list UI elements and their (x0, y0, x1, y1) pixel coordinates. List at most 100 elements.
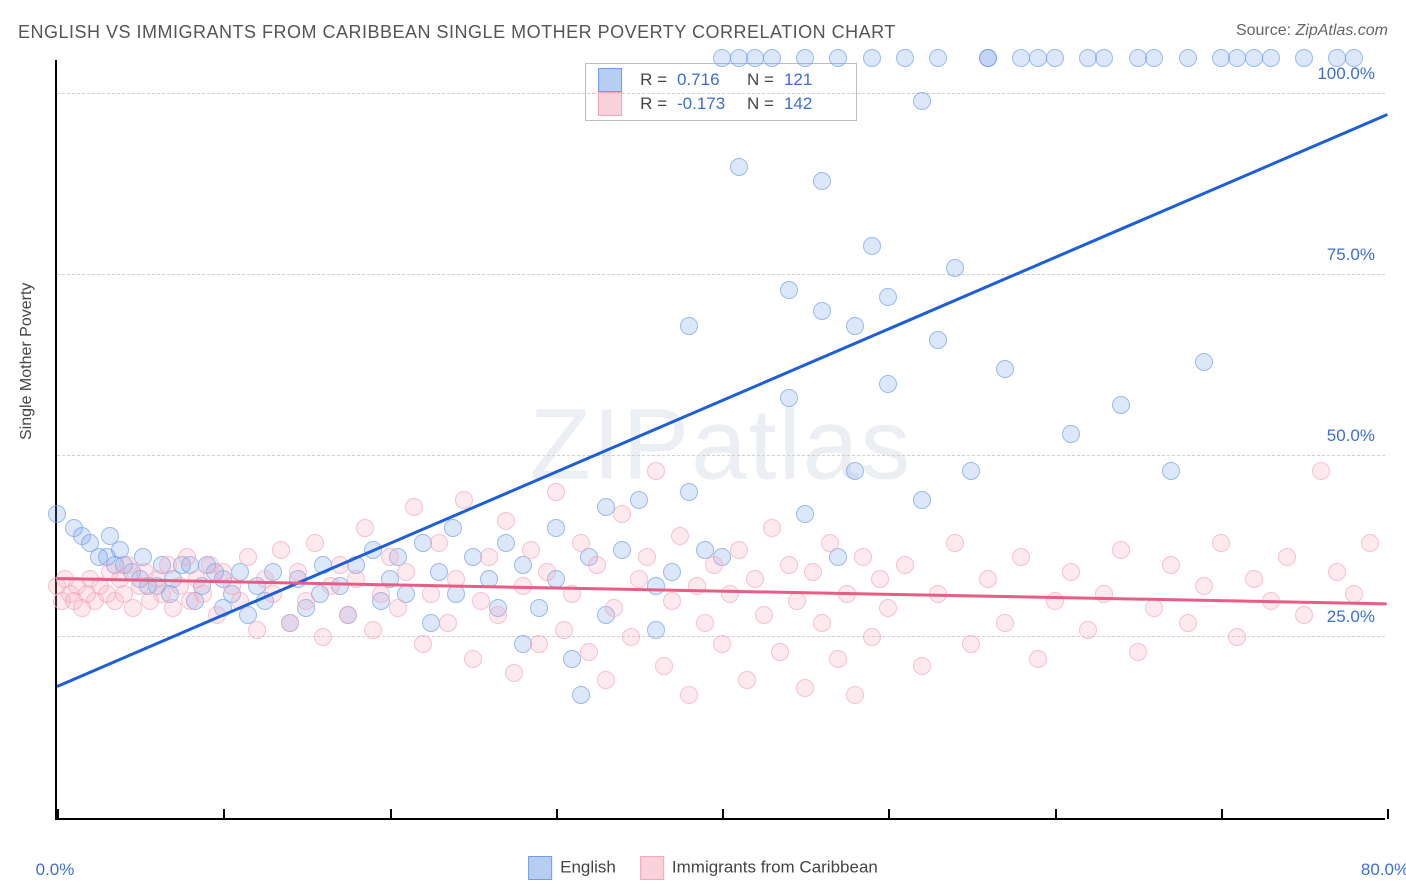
legend-swatch (640, 856, 664, 880)
scatter-point (281, 614, 299, 632)
scatter-point (1112, 541, 1130, 559)
scatter-point (996, 614, 1014, 632)
scatter-point (389, 599, 407, 617)
scatter-point (164, 599, 182, 617)
legend-swatch (528, 856, 552, 880)
scatter-point (1245, 570, 1263, 588)
x-tick (722, 809, 724, 819)
x-tick (556, 809, 558, 819)
scatter-point (497, 534, 515, 552)
scatter-point (730, 158, 748, 176)
scatter-point (796, 49, 814, 67)
scatter-point (871, 570, 889, 588)
scatter-point (1195, 577, 1213, 595)
scatter-point (1345, 49, 1363, 67)
scatter-point (630, 570, 648, 588)
scatter-point (879, 599, 897, 617)
scatter-point (763, 519, 781, 537)
scatter-point (347, 570, 365, 588)
y-tick-label: 50.0% (1327, 426, 1375, 446)
scatter-point (1361, 534, 1379, 552)
scatter-point (879, 288, 897, 306)
scatter-point (771, 643, 789, 661)
scatter-point (913, 491, 931, 509)
scatter-point (297, 592, 315, 610)
scatter-point (514, 635, 532, 653)
scatter-point (1262, 49, 1280, 67)
scatter-point (555, 621, 573, 639)
source-label: Source: (1236, 22, 1291, 39)
x-tick (1387, 809, 1389, 819)
scatter-point (414, 534, 432, 552)
scatter-point (671, 527, 689, 545)
source-value: ZipAtlas.com (1296, 22, 1388, 39)
scatter-point (1112, 396, 1130, 414)
scatter-point (804, 563, 822, 581)
scatter-point (422, 585, 440, 603)
legend-n-value: 142 (784, 94, 844, 114)
scatter-point (813, 302, 831, 320)
scatter-point (547, 483, 565, 501)
scatter-point (480, 548, 498, 566)
scatter-point (979, 570, 997, 588)
gridline-horizontal (57, 274, 1385, 275)
scatter-point (1046, 49, 1064, 67)
scatter-point (580, 643, 598, 661)
scatter-point (622, 628, 640, 646)
legend-swatch (598, 68, 622, 92)
scatter-point (713, 49, 731, 67)
legend-r-label: R = (640, 70, 667, 90)
scatter-point (946, 534, 964, 552)
scatter-point (846, 686, 864, 704)
scatter-point (680, 686, 698, 704)
legend-row: R =0.716N =121 (598, 68, 844, 92)
scatter-point (813, 172, 831, 190)
scatter-point (1095, 49, 1113, 67)
scatter-point (730, 49, 748, 67)
scatter-point (572, 686, 590, 704)
scatter-point (339, 606, 357, 624)
scatter-point (680, 483, 698, 501)
scatter-point (439, 614, 457, 632)
scatter-point (239, 548, 257, 566)
scatter-point (1129, 643, 1147, 661)
scatter-point (1228, 49, 1246, 67)
scatter-point (946, 259, 964, 277)
scatter-point (979, 49, 997, 67)
scatter-point (1212, 534, 1230, 552)
scatter-point (1145, 49, 1163, 67)
scatter-point (721, 585, 739, 603)
scatter-point (563, 650, 581, 668)
scatter-point (464, 650, 482, 668)
scatter-point (314, 628, 332, 646)
scatter-point (547, 519, 565, 537)
scatter-point (929, 331, 947, 349)
scatter-point (1328, 49, 1346, 67)
scatter-point (464, 548, 482, 566)
scatter-point (913, 657, 931, 675)
scatter-point (863, 628, 881, 646)
scatter-point (1162, 462, 1180, 480)
scatter-point (696, 614, 714, 632)
scatter-point (472, 592, 490, 610)
scatter-point (846, 462, 864, 480)
scatter-point (397, 563, 415, 581)
scatter-point (1245, 49, 1263, 67)
trend-line (57, 114, 1388, 688)
scatter-point (119, 556, 137, 574)
scatter-point (1295, 606, 1313, 624)
scatter-point (356, 519, 374, 537)
scatter-point (159, 556, 177, 574)
scatter-point (272, 541, 290, 559)
source-attribution: Source: ZipAtlas.com (1236, 22, 1388, 40)
legend-row: R =-0.173N =142 (598, 92, 844, 116)
scatter-point (863, 49, 881, 67)
scatter-point (414, 635, 432, 653)
scatter-point (1328, 563, 1346, 581)
scatter-point (788, 592, 806, 610)
scatter-point (430, 563, 448, 581)
scatter-point (381, 548, 399, 566)
legend-label: English (560, 857, 616, 876)
chart-title: ENGLISH VS IMMIGRANTS FROM CARIBBEAN SIN… (18, 22, 896, 43)
scatter-point (538, 563, 556, 581)
